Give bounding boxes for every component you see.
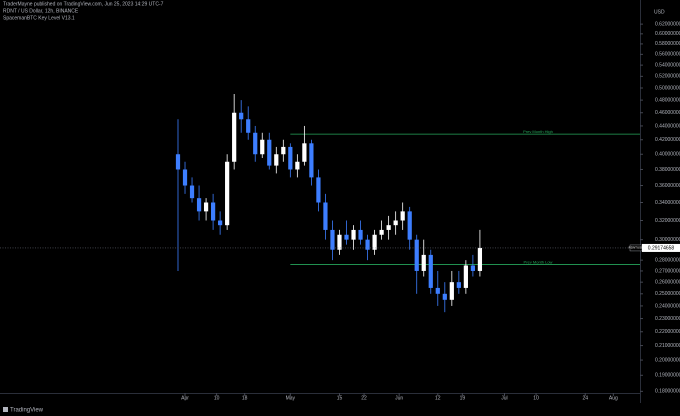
candle-body — [358, 229, 363, 240]
candle-body — [421, 254, 426, 271]
y-tick-label: 0.40000000 — [655, 152, 680, 158]
candle-body — [316, 177, 321, 203]
candle-body — [323, 202, 328, 230]
x-tick-label: May — [286, 395, 296, 401]
candle-body — [400, 211, 405, 221]
y-tick-label: 0.25000000 — [655, 291, 680, 297]
y-tick-label: 0.20000000 — [655, 357, 680, 363]
y-tick-label: 0.44000000 — [655, 123, 680, 129]
y-tick-label: 0.58000000 — [655, 41, 680, 47]
y-tick-label: 0.62000000 — [655, 21, 680, 27]
y-tick-label: 0.38000000 — [655, 167, 680, 173]
x-tick-label: Aug — [609, 395, 618, 401]
candle-body — [393, 220, 398, 226]
y-tick-label: 0.50000000 — [655, 85, 680, 91]
x-tick-label: 19 — [460, 395, 466, 401]
candle-body — [267, 139, 272, 166]
candle-body — [295, 161, 300, 170]
candle-body — [463, 265, 468, 288]
x-tick-label: Apr — [181, 395, 189, 401]
x-tick-label: 15 — [337, 395, 343, 401]
y-tick-label: 0.28000000 — [655, 257, 680, 263]
candle-body — [253, 132, 258, 155]
y-tick-label: 0.60000000 — [655, 31, 680, 37]
y-tick-label: 0.22000000 — [655, 329, 680, 335]
brand: TradingView — [10, 408, 44, 414]
y-tick-label: 0.48000000 — [655, 97, 680, 103]
candle-body — [351, 229, 356, 240]
y-tick-label: 0.54000000 — [655, 62, 680, 68]
candle-body — [175, 154, 181, 170]
candle-body — [232, 112, 237, 162]
x-tick-label: 10 — [533, 395, 539, 401]
brand-logo — [3, 407, 8, 412]
y-tick-label: 0.46000000 — [655, 110, 680, 116]
y-tick-label: 0.21000000 — [655, 343, 680, 349]
currency: USD — [654, 9, 665, 15]
candle-body — [344, 234, 349, 240]
candle-body — [456, 282, 461, 288]
candle-body — [281, 146, 286, 155]
y-tick-label: 0.56000000 — [655, 52, 680, 58]
candle-body — [330, 229, 335, 250]
candle-body — [372, 234, 377, 250]
indicator-line: SpacemanBTC Key Level V13.1 — [3, 15, 75, 21]
candle-body — [239, 112, 244, 120]
y-tick-label: 0.26000000 — [655, 279, 680, 285]
y-tick-label: 0.27000000 — [655, 268, 680, 274]
candle-body — [435, 287, 440, 294]
candle-body — [288, 146, 293, 170]
candle-body — [428, 254, 433, 288]
x-tick-label: 22 — [361, 395, 367, 401]
candle-body — [302, 143, 307, 162]
price-tag-label: 0.29174658 — [648, 245, 675, 251]
candle-body — [365, 239, 370, 250]
candle-body — [196, 198, 202, 212]
y-tick-label: 0.32000000 — [655, 218, 680, 224]
candle-body — [309, 143, 314, 178]
x-tick-label: 24 — [582, 395, 588, 401]
candle-body — [449, 282, 454, 300]
candle-body — [203, 202, 209, 212]
y-tick-label: 0.19000000 — [655, 373, 680, 379]
candle-body — [218, 220, 223, 226]
candle-body — [414, 239, 419, 271]
candle-body — [210, 202, 216, 221]
x-tick-label: 10 — [214, 395, 220, 401]
x-tick-label: Jul — [501, 395, 507, 401]
candle-body — [470, 265, 475, 271]
y-tick-label: 0.52000000 — [655, 74, 680, 80]
x-tick-label: 18 — [242, 395, 248, 401]
candle-body — [189, 185, 195, 199]
candle-body — [337, 234, 342, 250]
y-tick-label: 0.34000000 — [655, 200, 680, 206]
price-tag — [642, 243, 680, 252]
candle-body — [260, 139, 265, 155]
y-tick-label: 0.24000000 — [655, 303, 680, 309]
x-tick-label: Jun — [395, 395, 403, 401]
key-level-label: Prev Month Low — [524, 259, 553, 264]
candle-body — [386, 225, 391, 230]
publisher: TraderMayne published on TradingView.com… — [3, 1, 164, 7]
candle-body — [225, 161, 230, 226]
x-tick-label: 12 — [435, 395, 441, 401]
candle-body — [442, 293, 447, 300]
candle-body — [274, 154, 279, 166]
candle-body — [379, 229, 384, 235]
y-tick-label: 0.18000000 — [655, 389, 680, 395]
y-tick-label: 0.23000000 — [655, 316, 680, 322]
y-tick-label: 0.36000000 — [655, 183, 680, 189]
key-level-label: Prev Month High — [523, 129, 553, 134]
candle-body — [182, 169, 188, 186]
y-tick-label: 0.30000000 — [655, 237, 680, 243]
y-tick-label: 0.42000000 — [655, 137, 680, 143]
candle-body — [407, 211, 412, 240]
candle-body — [246, 119, 251, 133]
symbol-tag-label: RDNTUSD — [629, 246, 644, 250]
candle-body — [477, 247, 483, 271]
symbol-line: RDNT / US Dollar, 12h, BINANCE — [3, 8, 79, 14]
